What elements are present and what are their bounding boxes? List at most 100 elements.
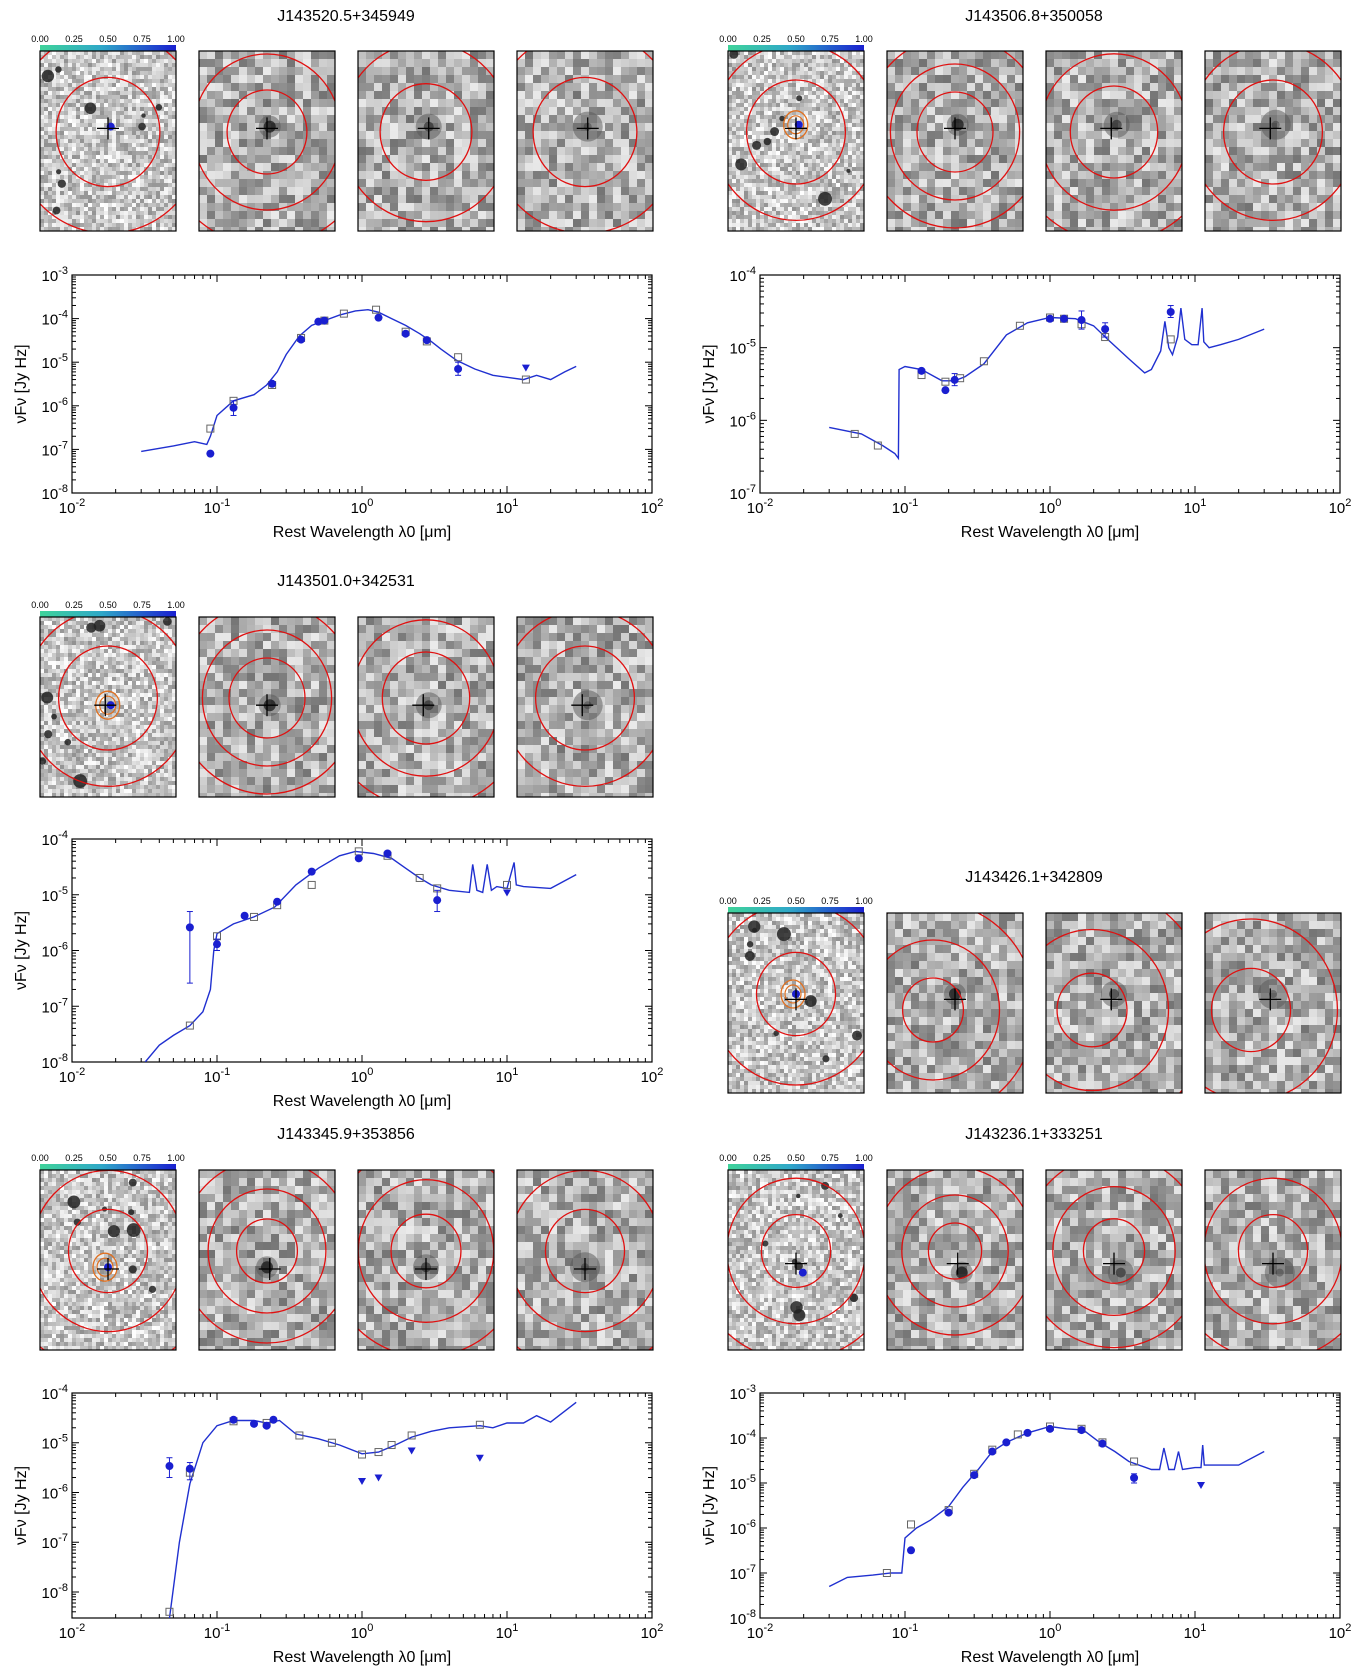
y-tick-label: 10-7	[730, 1563, 756, 1583]
observed-photometry-point	[1101, 325, 1110, 334]
colorbar-bar	[40, 1164, 176, 1170]
colorbar: 0.00 0.25 0.50 0.75 1.00	[31, 34, 185, 51]
field-source	[735, 158, 748, 171]
cutout-image	[727, 50, 865, 232]
x-tick-label: 100	[351, 1622, 374, 1642]
field-source	[52, 206, 61, 215]
panel-title: J143236.1+333251	[965, 1126, 1103, 1143]
field-source	[64, 738, 72, 746]
observed-photometry-point	[1077, 1426, 1086, 1435]
field-source	[837, 1213, 843, 1219]
observed-photometry-point	[268, 379, 277, 388]
upper-limit-marker	[358, 1478, 366, 1486]
irac-contour	[901, 1194, 1009, 1308]
synthetic-photometry-marker	[387, 1441, 396, 1450]
irac-contour	[235, 1218, 299, 1284]
x-tick-label: 10-2	[59, 1622, 85, 1642]
observed-photometry-point	[262, 1421, 271, 1430]
optical-counterpart-dot	[798, 1268, 807, 1277]
y-tick-label: 10-6	[42, 396, 68, 416]
field-source	[126, 1223, 141, 1237]
y-axis: 10-7 10-6 10-5 10-4	[730, 265, 1340, 503]
synthetic-photometry-marker	[1013, 1430, 1022, 1439]
field-source	[793, 1309, 806, 1322]
observed-photometry-point	[354, 854, 363, 863]
synthetic-photometry-marker	[358, 1450, 366, 1459]
colorbar-tick-label: 0.75	[133, 34, 151, 44]
field-source	[56, 169, 62, 175]
observed-photometry-point	[273, 897, 282, 906]
synthetic-photometry-marker	[941, 377, 950, 386]
observed-photometry-point	[240, 911, 249, 920]
irac-contour	[755, 951, 837, 1037]
cutout-image	[727, 912, 865, 1094]
irac-contour	[199, 1170, 335, 1344]
x-axis-label: Rest Wavelength λ0 [μm]	[273, 1649, 451, 1666]
field-source	[849, 1293, 859, 1302]
upper-limit-marker	[503, 889, 511, 897]
upper-limit-marker	[475, 1454, 484, 1462]
irac-contour	[381, 651, 471, 745]
y-axis-label: νFν [Jy Hz]	[701, 1466, 718, 1545]
irac-contour	[199, 53, 335, 211]
cutout-pixels	[1205, 51, 1341, 231]
synthetic-photometry-marker	[907, 1520, 916, 1529]
irac-contour	[40, 617, 176, 788]
field-source	[752, 140, 762, 150]
source-core	[1271, 120, 1280, 129]
y-tick-label: 10-4	[42, 1383, 68, 1403]
cutout-content	[517, 51, 653, 231]
x-axis-label: Rest Wavelength λ0 [μm]	[961, 524, 1139, 541]
cutout-frame	[1045, 912, 1183, 1094]
observed-photometry-point	[907, 1546, 916, 1555]
field-source	[41, 691, 54, 704]
cutout-content	[40, 51, 176, 231]
cutout-content	[199, 1170, 335, 1350]
cutout-image	[886, 912, 1024, 1094]
source-core	[1115, 1267, 1126, 1278]
cutout-image	[357, 1169, 495, 1351]
field-source	[67, 1195, 81, 1209]
x-tick-label: 101	[1184, 497, 1207, 517]
field-source	[141, 113, 146, 118]
cutout-frame	[1204, 1169, 1342, 1351]
field-source	[93, 619, 106, 632]
observed-photometry-point	[917, 366, 926, 375]
field-source	[55, 66, 62, 73]
field-source	[73, 1218, 81, 1226]
y-tick-label: 10-5	[730, 338, 756, 358]
cutout-frame	[1045, 1169, 1183, 1351]
colorbar-tick-label: 1.00	[167, 600, 185, 610]
source-core	[1109, 989, 1119, 999]
observed-photometry-point	[944, 1508, 953, 1517]
colorbar-tick-label: 0.75	[133, 600, 151, 610]
field-source	[846, 168, 851, 173]
sed-model-line	[141, 308, 577, 453]
field-source	[796, 95, 803, 102]
colorbar-tick-label: 1.00	[167, 1153, 185, 1163]
upper-limit-marker	[1197, 1482, 1206, 1490]
cutout-content	[358, 617, 494, 797]
field-source	[822, 1055, 830, 1063]
irac-contour	[1205, 1177, 1341, 1325]
field-source	[44, 730, 53, 739]
colorbar-bar	[40, 45, 176, 51]
synthetic-photometry-marker	[521, 375, 530, 384]
cutout-pixels	[517, 51, 653, 231]
synthetic-photometry-marker	[1130, 1457, 1139, 1466]
cutout-image	[357, 50, 495, 232]
cutout-content	[887, 1170, 1023, 1350]
cutout-image	[39, 1169, 177, 1351]
irac-contour	[887, 939, 1001, 1081]
y-axis-label: νFν [Jy Hz]	[13, 344, 30, 423]
colorbar: 0.00 0.25 0.50 0.75 1.00	[719, 896, 873, 913]
colorbar-tick-label: 0.50	[99, 600, 117, 610]
irac-contour	[745, 79, 847, 185]
cutout-content	[887, 913, 1023, 1093]
observed-photometry-point	[1098, 1439, 1107, 1448]
y-tick-label: 10-6	[730, 1518, 756, 1538]
irac-contour	[1052, 1185, 1176, 1317]
colorbar-tick-label: 0.75	[821, 34, 839, 44]
cutout-content	[1205, 1170, 1341, 1350]
y-tick-label: 10-4	[42, 829, 68, 849]
